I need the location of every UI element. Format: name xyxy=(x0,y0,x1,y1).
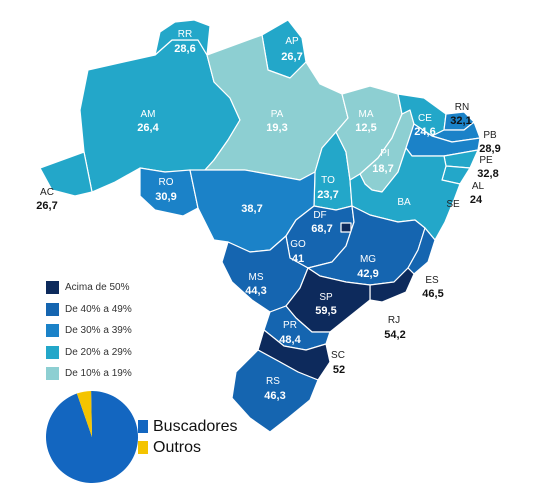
legend-item: De 30% a 39% xyxy=(46,320,132,342)
pie-legend-item: Outros xyxy=(138,437,238,458)
legend-item: Acima de 50% xyxy=(46,277,132,299)
label-pe-code: PE xyxy=(479,155,493,166)
label-sc-value: 52 xyxy=(333,364,345,376)
label-es-code: ES xyxy=(425,275,439,286)
label-pr-value: 48,4 xyxy=(279,334,301,346)
label-es-value: 46,5 xyxy=(422,288,443,300)
label-go-value: 41 xyxy=(292,253,304,265)
state-rs[interactable] xyxy=(231,349,319,433)
label-mg-code: MG xyxy=(360,254,376,265)
pie-legend-swatch xyxy=(138,420,148,433)
state-df[interactable] xyxy=(340,222,352,233)
label-am-value: 26,4 xyxy=(137,122,159,134)
label-rr-value: 28,6 xyxy=(174,43,195,55)
label-pa-value: 19,3 xyxy=(266,122,287,134)
pie-legend: Buscadores Outros xyxy=(138,416,238,458)
label-ms-code: MS xyxy=(249,272,264,283)
label-df-value: 68,7 xyxy=(311,223,332,235)
state-ro[interactable] xyxy=(139,167,199,217)
label-ce-code: CE xyxy=(418,113,432,124)
label-ap-code: AP xyxy=(285,36,299,47)
legend-label: De 20% a 29% xyxy=(65,346,132,358)
label-rj-code: RJ xyxy=(388,315,400,326)
label-sc-code: SC xyxy=(331,350,345,361)
label-pb-value: 28,9 xyxy=(479,143,500,155)
legend-item: De 40% a 49% xyxy=(46,299,132,321)
legend-swatch xyxy=(46,345,59,359)
legend-label: De 30% a 39% xyxy=(65,325,132,337)
label-rs-code: RS xyxy=(266,376,280,387)
label-ap-value: 26,7 xyxy=(281,51,302,63)
label-ro-code: RO xyxy=(159,177,174,188)
legend-swatch xyxy=(46,281,59,295)
legend-swatch xyxy=(46,367,59,381)
label-pi-code: PI xyxy=(380,148,389,159)
pie-slice-buscadores xyxy=(46,391,139,484)
map-legend: Acima de 50% De 40% a 49% De 30% a 39% D… xyxy=(46,277,132,385)
legend-swatch xyxy=(46,302,59,316)
label-rs-value: 46,3 xyxy=(264,390,285,402)
legend-label: De 40% a 49% xyxy=(65,303,132,315)
label-mg-value: 42,9 xyxy=(357,268,378,280)
label-al-code: AL xyxy=(472,181,485,192)
legend-label: Acima de 50% xyxy=(65,282,130,294)
label-rn-value: 32,1 xyxy=(450,115,471,127)
label-go-code: GO xyxy=(290,239,306,250)
external-labels: RN 32,1 PB 28,9 PE 32,8 AL 24 SE AC 26,7… xyxy=(36,102,500,376)
label-ba-code: BA xyxy=(397,197,411,208)
label-rn-code: RN xyxy=(455,102,469,113)
label-sp-value: 59,5 xyxy=(315,305,336,317)
state-rr[interactable] xyxy=(154,19,211,56)
label-mt-value: 38,7 xyxy=(241,203,262,215)
label-pr-code: PR xyxy=(283,320,297,331)
legend-item: De 10% a 19% xyxy=(46,363,132,385)
label-al-value: 24 xyxy=(470,194,483,206)
label-pi-value: 18,7 xyxy=(372,163,393,175)
pie-legend-swatch xyxy=(138,441,148,454)
pie-slice-outros xyxy=(76,391,92,437)
label-sp-code: SP xyxy=(319,292,333,303)
legend-swatch xyxy=(46,324,59,338)
pie-legend-item: Buscadores xyxy=(138,416,238,437)
label-ce-value: 24,6 xyxy=(414,126,435,138)
label-ac-code: AC xyxy=(40,187,54,198)
label-ma-code: MA xyxy=(359,109,374,120)
label-pb-code: PB xyxy=(483,130,497,141)
label-ms-value: 44,3 xyxy=(245,285,266,297)
label-pa-code: PA xyxy=(271,109,284,120)
label-am-code: AM xyxy=(141,109,156,120)
label-rj-value: 54,2 xyxy=(384,329,405,341)
label-df-code: DF xyxy=(313,210,326,221)
label-ac-value: 26,7 xyxy=(36,200,57,212)
pie-legend-label: Buscadores xyxy=(153,417,238,435)
label-to-value: 23,7 xyxy=(317,189,338,201)
pie-chart xyxy=(46,391,139,484)
legend-item: De 20% a 29% xyxy=(46,342,132,364)
label-pe-value: 32,8 xyxy=(477,168,498,180)
label-ma-value: 12,5 xyxy=(355,122,376,134)
label-ro-value: 30,9 xyxy=(155,191,176,203)
state-ac[interactable] xyxy=(39,151,93,197)
label-to-code: TO xyxy=(321,175,335,186)
label-rr-code: RR xyxy=(178,29,192,40)
state-labels: RR 28,6 AP 26,7 AM 26,4 PA 19,3 MA 12,5 … xyxy=(137,29,435,402)
label-se-code: SE xyxy=(446,199,460,210)
legend-label: De 10% a 19% xyxy=(65,368,132,380)
pie-legend-label: Outros xyxy=(153,438,202,456)
